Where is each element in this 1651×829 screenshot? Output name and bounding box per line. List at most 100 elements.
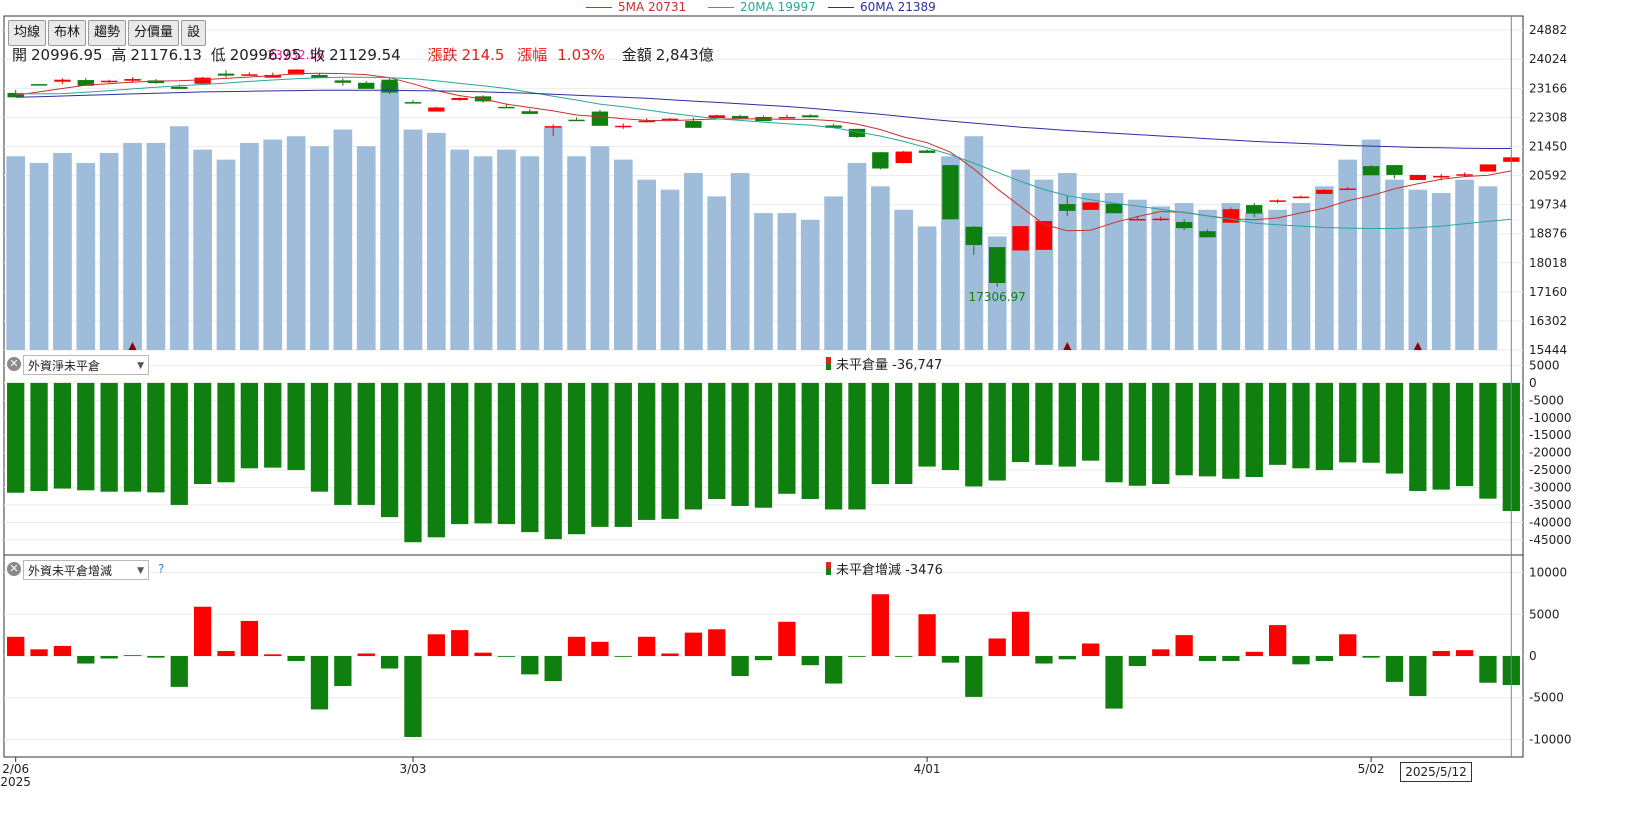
oi-axis-tick: -15000 xyxy=(1529,428,1572,442)
ma60-swatch xyxy=(828,6,854,8)
oi-bar xyxy=(684,382,703,510)
volume-profile-button[interactable]: 分價量 xyxy=(128,20,180,46)
candle-body xyxy=(147,80,165,84)
candle-body xyxy=(731,115,749,119)
price-axis-tick: 22308 xyxy=(1529,110,1567,124)
ma20-swatch xyxy=(708,6,734,8)
oi-bar xyxy=(147,382,165,493)
panel2-indicator-select[interactable]: 外資淨未平倉 ▼ xyxy=(23,355,149,375)
close-label: 收 xyxy=(310,46,326,64)
candle-body xyxy=(1012,226,1029,251)
oi-bar xyxy=(988,382,1006,481)
trend-button[interactable]: 趨勢 xyxy=(88,20,127,46)
pct-value: 1.03% xyxy=(557,46,605,64)
candle-body xyxy=(1456,174,1473,176)
panel2-select-value: 外資淨未平倉 xyxy=(28,359,101,373)
volume-bar xyxy=(1057,172,1077,350)
oi-bar xyxy=(1339,382,1357,463)
candle-body xyxy=(194,77,211,84)
volume-bar xyxy=(1385,179,1404,350)
amount-value: 2,843億 xyxy=(655,46,714,64)
price-axis-tick: 24024 xyxy=(1529,52,1567,66)
oi-bar xyxy=(170,382,188,505)
ma5-legend: 5MA 20731 xyxy=(586,0,686,14)
low-value: 20996.95 xyxy=(229,46,302,64)
price-annotation: 23732.58 xyxy=(267,48,324,62)
close-panel2-icon[interactable]: ✕ xyxy=(7,357,21,371)
oi-bar xyxy=(1105,382,1123,483)
oi-change-bar xyxy=(310,656,329,710)
volume-bar xyxy=(6,156,26,350)
oi-change-bar xyxy=(965,656,983,697)
oi-change-bar xyxy=(1128,656,1147,667)
oi-bar xyxy=(544,382,562,540)
oi-change-bar xyxy=(895,656,913,657)
ma5-swatch xyxy=(586,6,612,8)
candle-body xyxy=(30,84,48,86)
oi-change-bar xyxy=(404,656,422,737)
oi-change-bar xyxy=(1292,656,1310,665)
close-panel3-icon[interactable]: ✕ xyxy=(7,562,21,576)
oi-change-bar xyxy=(1011,611,1030,656)
volume-bar xyxy=(1198,209,1217,350)
oi-change-bar xyxy=(1362,656,1380,658)
oi-change-bar xyxy=(287,656,305,662)
volume-bar xyxy=(1174,203,1194,350)
oi-change-bar xyxy=(170,656,188,687)
oi-change-bar xyxy=(731,656,749,677)
oi-axis-tick: -25000 xyxy=(1529,463,1572,477)
candle-body xyxy=(1339,188,1356,190)
settings-button[interactable]: 設 xyxy=(181,20,207,46)
volume-bar xyxy=(1478,186,1498,350)
oi-change-bar xyxy=(1222,656,1240,662)
oi-change-bar xyxy=(778,621,796,656)
oi-bar xyxy=(708,382,726,500)
volume-bar xyxy=(543,126,563,350)
volume-bar xyxy=(1151,206,1171,350)
chart-frame xyxy=(3,15,1524,758)
volume-bar xyxy=(263,139,283,350)
oi-bar xyxy=(1362,382,1380,463)
oi-bar xyxy=(614,382,632,527)
volume-bar xyxy=(1338,159,1358,350)
oi-change-bar xyxy=(1035,656,1053,664)
volume-bar xyxy=(1081,193,1101,350)
candle-body xyxy=(100,80,118,83)
oi-axis-tick: -45000 xyxy=(1529,533,1572,547)
oi-bar xyxy=(1268,382,1287,465)
oi-change-bar xyxy=(357,653,375,656)
candle-body xyxy=(521,111,538,114)
candle-body xyxy=(1152,218,1169,221)
oi-axis-tick: -35000 xyxy=(1529,498,1572,512)
oi-change-bar xyxy=(1315,656,1334,662)
volume-bar xyxy=(824,196,843,350)
panel3-indicator-select[interactable]: 外資未平倉增減 ▼ xyxy=(23,560,149,580)
volume-bar xyxy=(380,82,399,351)
oi-change-axis-tick: -10000 xyxy=(1529,732,1572,746)
amount-label: 金額 xyxy=(621,46,652,64)
oi-change-bar xyxy=(123,655,142,656)
oi-change-bar xyxy=(1479,656,1497,683)
ma-button[interactable]: 均線 xyxy=(8,20,47,46)
oi-change-bar xyxy=(614,656,632,657)
candle-body xyxy=(1479,164,1497,172)
x-axis-tick: 3/03 xyxy=(399,762,426,776)
help-icon[interactable]: ? xyxy=(158,562,165,576)
oi-change-bar xyxy=(661,653,679,656)
volume-bar xyxy=(870,186,890,350)
bollinger-button[interactable]: 布林 xyxy=(48,20,87,46)
oi-bar xyxy=(30,382,48,491)
oi-bar xyxy=(427,382,445,538)
oi-change-bar xyxy=(1082,643,1100,656)
candle-body xyxy=(568,119,585,122)
ma20-legend: 20MA 19997 xyxy=(708,0,816,14)
oi-bar xyxy=(1035,382,1053,465)
price-axis-tick: 23166 xyxy=(1529,81,1567,95)
oi-bar xyxy=(404,382,422,543)
oi-axis-tick: -30000 xyxy=(1529,481,1572,495)
oi-change-axis-tick: -5000 xyxy=(1529,691,1564,705)
volume-bar xyxy=(240,142,259,350)
candle-body xyxy=(451,98,468,101)
oi-axis-tick: 5000 xyxy=(1529,358,1560,372)
x-axis-tick: 2/06 xyxy=(2,762,29,776)
